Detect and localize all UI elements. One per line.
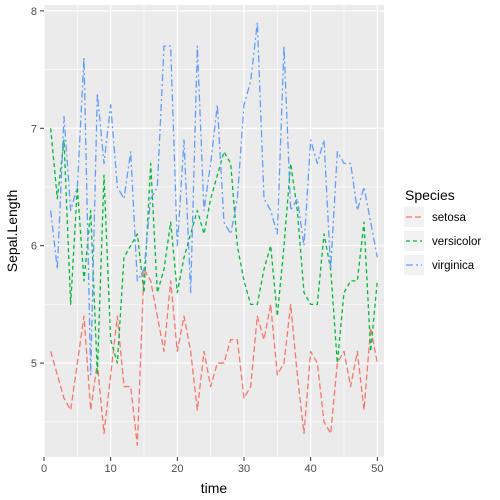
series-line-setosa	[50, 268, 378, 446]
legend-title: Species	[405, 187, 455, 203]
x-axis-title: time	[201, 480, 228, 496]
grid-major	[43, 5, 384, 457]
x-tick-label: 50	[371, 463, 383, 475]
series-line-virginica	[50, 21, 378, 376]
plot-panel	[44, 5, 384, 457]
y-tick-label: 5	[31, 358, 37, 370]
legend-label-versicolor: versicolor	[432, 236, 481, 248]
x-tick-label: 10	[105, 463, 117, 475]
x-tick-label: 40	[305, 463, 317, 475]
legend: Species setosa versicolor virginica	[404, 187, 481, 275]
x-tick-label: 0	[41, 463, 47, 475]
y-axis-title: Sepal.Length	[4, 190, 20, 273]
legend-label-setosa: setosa	[432, 212, 466, 224]
legend-key-bg	[404, 207, 424, 227]
tick-labels: 0 10 20 30 40 50 5 6 7 8	[31, 6, 384, 475]
x-tick-label: 30	[238, 463, 250, 475]
x-tick-label: 20	[171, 463, 183, 475]
y-tick-label: 8	[31, 6, 37, 18]
grid-minor	[44, 5, 384, 457]
legend-key-bg	[404, 255, 424, 275]
y-tick-label: 6	[31, 241, 37, 253]
series-line-versicolor	[50, 128, 378, 376]
legend-label-virginica: virginica	[432, 260, 475, 272]
y-tick-label: 7	[31, 123, 37, 135]
axis-ticks	[40, 10, 378, 461]
series-lines	[50, 21, 378, 446]
